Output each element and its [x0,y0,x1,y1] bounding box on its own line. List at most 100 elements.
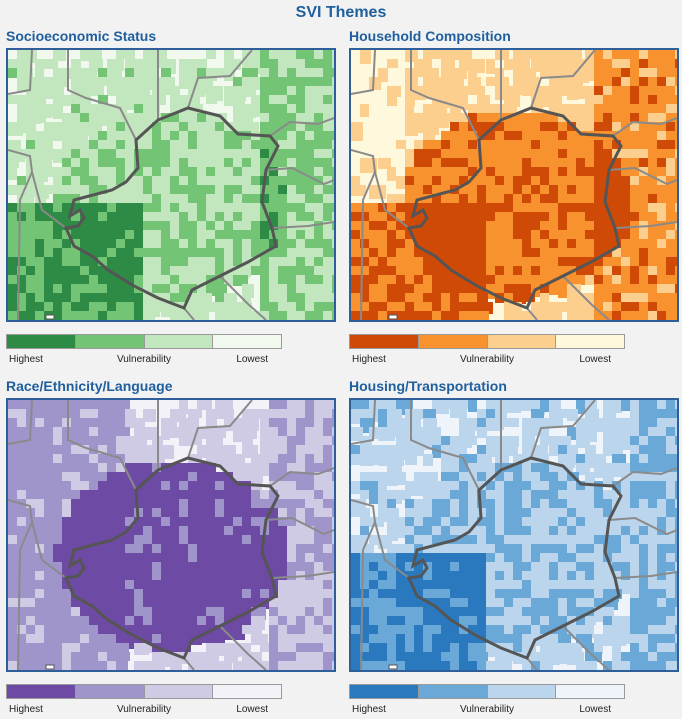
tract-cells [351,400,677,670]
census-tract [35,562,46,574]
census-tract [666,122,677,136]
census-tract [450,158,464,169]
census-tract [98,643,115,654]
census-tract [323,239,334,251]
census-tract [323,436,334,449]
census-tract [432,311,445,320]
census-tract [441,400,458,409]
census-tract [89,311,103,320]
census-tract [53,230,70,239]
census-tract [116,409,127,422]
census-tract [585,131,601,142]
census-tract [161,418,177,427]
census-tract [107,463,122,472]
census-tract [378,661,394,670]
census-tract [98,158,107,171]
census-tract [35,472,50,483]
census-tract [666,463,677,474]
census-tract [287,230,299,240]
census-tract [585,562,594,576]
census-tract [459,275,470,289]
census-tract [215,580,225,595]
census-tract [251,167,262,177]
census-tract [143,517,154,526]
census-tract [414,427,426,437]
census-tract [477,104,487,115]
census-tract [197,257,207,269]
census-tract [134,535,146,546]
census-tract [44,77,61,87]
census-tract [486,176,496,190]
census-tract [125,616,139,625]
census-tract [648,481,657,495]
census-tract [179,302,195,311]
census-tract [53,418,70,427]
census-tract [585,598,597,608]
census-tract [8,661,21,670]
highway-shield-icon [45,314,55,320]
census-tract [666,427,675,437]
census-tract [666,77,677,87]
census-tract [450,571,461,586]
census-tract [630,472,641,483]
census-tract [107,652,123,662]
census-tract [459,634,476,643]
census-tract [423,311,435,320]
census-tract [296,86,313,95]
census-tract [378,490,393,499]
census-tract [80,248,89,261]
census-tract [486,59,495,74]
census-tract [630,95,641,107]
census-tract [305,293,314,305]
census-tract [296,499,312,509]
legend-swatch-lowest [556,685,624,698]
census-tract [648,526,658,536]
census-tract [98,239,107,248]
census-tract [197,59,207,68]
census-tract [188,176,197,185]
census-tract [188,499,205,508]
census-tract [666,212,677,225]
census-tract [549,86,563,96]
census-tract [576,553,592,562]
census-tract [161,266,177,276]
census-tract [603,230,614,243]
census-tract [269,59,284,70]
census-tract [116,212,132,221]
census-tract [215,239,230,248]
census-tract [233,535,243,546]
census-tract [314,185,327,196]
census-tract [215,661,232,670]
census-tract [116,77,125,90]
census-tract [62,284,74,295]
census-tract [504,418,519,427]
census-tract [44,203,54,215]
census-tract [314,266,326,276]
census-tract [450,472,461,486]
census-tract [17,634,34,644]
census-tract [477,589,486,599]
census-tract [378,257,389,268]
census-tract [594,481,603,495]
census-tract [323,113,334,122]
census-tract [197,508,213,517]
census-tract [639,203,651,213]
census-tract [197,499,207,514]
census-tract [585,203,595,212]
census-tract [666,68,677,83]
census-tract [576,302,587,314]
census-tract [143,248,153,257]
census-tract [378,607,389,622]
census-tract [215,589,225,604]
census-tract [450,194,459,204]
census-tract [71,140,87,149]
census-tract [549,140,558,151]
choropleth-map [351,50,677,320]
census-tract [278,409,292,420]
census-tract [89,418,98,429]
census-tract [287,122,304,131]
census-tract [8,445,17,456]
census-tract [8,158,19,168]
census-tract [314,158,326,167]
census-tract [8,221,20,231]
